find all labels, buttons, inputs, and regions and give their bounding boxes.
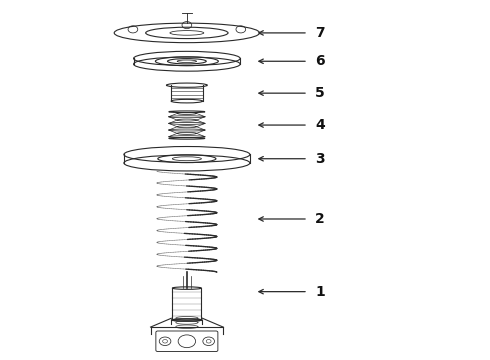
Text: 7: 7 (315, 26, 325, 40)
Text: 6: 6 (315, 54, 325, 68)
Text: 2: 2 (315, 212, 325, 226)
Text: 1: 1 (315, 285, 325, 299)
Text: 5: 5 (315, 86, 325, 100)
Text: 4: 4 (315, 118, 325, 132)
Text: 3: 3 (315, 152, 325, 166)
